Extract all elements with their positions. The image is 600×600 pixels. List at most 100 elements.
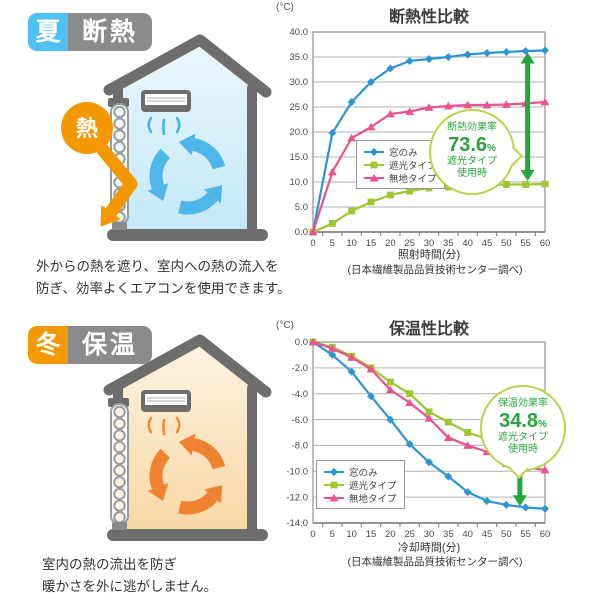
svg-text:15: 15 — [366, 238, 377, 249]
svg-text:50: 50 — [501, 238, 512, 249]
house-roof — [103, 334, 272, 398]
callout-heading: 保温効果率 — [498, 398, 548, 409]
svg-text:-12.0: -12.0 — [286, 492, 308, 503]
svg-text:25.0: 25.0 — [290, 102, 309, 113]
svg-text:60: 60 — [540, 238, 551, 249]
winter-description-line2: 暖かさを外に逃がしません。 — [42, 578, 218, 594]
chart-title: 断熱性比較 — [388, 9, 469, 26]
callout-unit: % — [538, 418, 547, 430]
insulation-effect-callout: 断熱効果率 73.6% 遮光タイプ 使用時 — [429, 109, 523, 195]
heat-circle — [61, 102, 113, 154]
airflow-puffs — [147, 116, 181, 136]
callout-line3: 使用時 — [457, 168, 487, 179]
svg-text:20.0: 20.0 — [290, 127, 309, 138]
shade-cells — [113, 405, 126, 524]
summer-badge-feature: 断熱 — [68, 13, 152, 51]
legend-item: 無地タイプ — [324, 491, 397, 505]
legend-item: 遮光タイプ — [364, 158, 437, 172]
air-conditioner-panel — [145, 94, 187, 105]
callout-value: 73.6 — [448, 133, 488, 156]
svg-text:10: 10 — [346, 238, 357, 249]
air-circulation-arrows — [147, 133, 226, 215]
svg-text:10: 10 — [346, 529, 357, 540]
svg-text:0: 0 — [310, 529, 315, 540]
svg-text:0.0: 0.0 — [295, 337, 308, 348]
source-note: (日本繊維製品品質技術センター調べ) — [347, 556, 523, 568]
insulation-chart: (°C) 断熱性比較 40.0 35.0 30.0 25.0 20.0 15.0 10.0 5… — [270, 0, 600, 300]
chart-title: 保温性比較 — [388, 321, 469, 338]
winter-badge: 冬 保温 — [28, 326, 152, 364]
svg-text:5: 5 — [330, 529, 335, 540]
callout-line2: 遮光タイプ — [498, 431, 548, 443]
svg-text:40.0: 40.0 — [290, 27, 309, 38]
legend-item: 遮光タイプ — [324, 478, 397, 492]
svg-text:35: 35 — [443, 529, 454, 540]
retention-effect-callout: 保温効果率 34.8% 遮光タイプ 使用時 — [480, 385, 566, 479]
heat-arrow-head — [100, 205, 121, 227]
x-axis-label: 冷却時間(分) — [397, 542, 461, 554]
house-roof — [103, 34, 272, 98]
summer-description-line2: 防ぎ、効率よくエアコンを使用できます。 — [36, 280, 291, 296]
warm-air-circulation-arrows — [147, 433, 226, 515]
svg-text:30: 30 — [424, 238, 435, 249]
legend-item: 窓のみ — [364, 145, 437, 159]
svg-text:-2.0: -2.0 — [292, 363, 308, 374]
svg-text:55: 55 — [520, 238, 531, 249]
callout-line2: 遮光タイプ — [447, 155, 497, 167]
svg-text:25: 25 — [404, 529, 415, 540]
chart-legend: 窓のみ 遮光タイプ 無地タイプ — [356, 140, 445, 189]
svg-text:35: 35 — [443, 238, 454, 249]
summer-house-illustration: 熱 — [61, 34, 272, 241]
svg-text:10.0: 10.0 — [290, 177, 309, 188]
winter-badge-feature: 保温 — [68, 326, 152, 364]
summer-badge: 夏 断熱 — [28, 13, 152, 51]
svg-text:55: 55 — [520, 529, 531, 540]
svg-text:-10.0: -10.0 — [286, 466, 308, 477]
svg-text:-4.0: -4.0 — [292, 389, 308, 400]
x-axis-label: 照射時間(分) — [397, 249, 461, 261]
summer-badge-season: 夏 — [28, 13, 68, 51]
svg-text:-6.0: -6.0 — [292, 415, 308, 426]
svg-text:30.0: 30.0 — [290, 77, 309, 88]
svg-text:30: 30 — [424, 529, 435, 540]
heat-arrow-shaft — [96, 143, 138, 219]
svg-text:-14.0: -14.0 — [286, 518, 308, 529]
callout-heading: 断熱効果率 — [447, 122, 497, 133]
winter-house-illustration — [103, 334, 272, 541]
callout-value: 34.8 — [499, 409, 539, 432]
svg-text:20: 20 — [385, 529, 396, 540]
svg-text:35.0: 35.0 — [290, 52, 309, 63]
svg-text:45: 45 — [482, 529, 493, 540]
legend-item: 窓のみ — [324, 465, 397, 479]
svg-text:0: 0 — [310, 238, 315, 249]
heat-label: 熱 — [76, 116, 98, 141]
svg-text:5.0: 5.0 — [295, 202, 308, 213]
y-axis-unit: (°C) — [276, 320, 294, 331]
svg-text:-8.0: -8.0 — [292, 441, 308, 452]
shade-bottom-bracket — [112, 222, 127, 230]
callout-line3: 使用時 — [508, 444, 538, 455]
svg-text:60: 60 — [540, 529, 551, 540]
y-axis-unit: (°C) — [276, 2, 294, 13]
heat-retention-chart: (°C) 保温性比較 0.0 -2.0 -4.0 -6.0 -8.0 -10.0 -12.0… — [270, 300, 600, 600]
svg-text:0.0: 0.0 — [295, 227, 308, 238]
air-conditioner-panel — [145, 394, 187, 405]
svg-text:40: 40 — [462, 238, 473, 249]
svg-text:25: 25 — [404, 238, 415, 249]
svg-text:20: 20 — [385, 238, 396, 249]
svg-text:15: 15 — [366, 529, 377, 540]
chart-legend: 窓のみ 遮光タイプ 無地タイプ — [316, 460, 405, 509]
svg-text:15.0: 15.0 — [290, 152, 309, 163]
winter-description-line1: 室内の熱の流出を防ぎ — [42, 557, 177, 572]
legend-item: 無地タイプ — [364, 171, 437, 185]
svg-text:40: 40 — [462, 529, 473, 540]
winter-badge-season: 冬 — [28, 326, 68, 364]
shade-bottom-bracket — [112, 522, 127, 530]
summer-description: 外からの熱を遮り、室内への熱の流入を 防ぎ、効率よくエアコンを使用できます。 — [36, 256, 290, 299]
summer-description-line1: 外からの熱を遮り、室内への熱の流入を — [36, 259, 279, 274]
svg-text:45: 45 — [482, 238, 493, 249]
svg-text:50: 50 — [501, 529, 512, 540]
